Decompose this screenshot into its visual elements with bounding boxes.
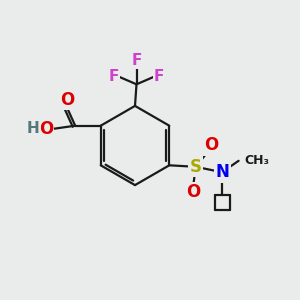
Text: O: O bbox=[204, 136, 218, 154]
Text: N: N bbox=[216, 163, 230, 181]
Text: H: H bbox=[27, 121, 40, 136]
Text: O: O bbox=[39, 120, 53, 138]
Text: S: S bbox=[190, 158, 202, 176]
Text: CH₃: CH₃ bbox=[244, 154, 269, 167]
Text: F: F bbox=[109, 69, 119, 84]
Text: F: F bbox=[131, 53, 142, 68]
Text: F: F bbox=[154, 69, 164, 84]
Text: O: O bbox=[186, 183, 200, 201]
Text: O: O bbox=[60, 91, 74, 109]
